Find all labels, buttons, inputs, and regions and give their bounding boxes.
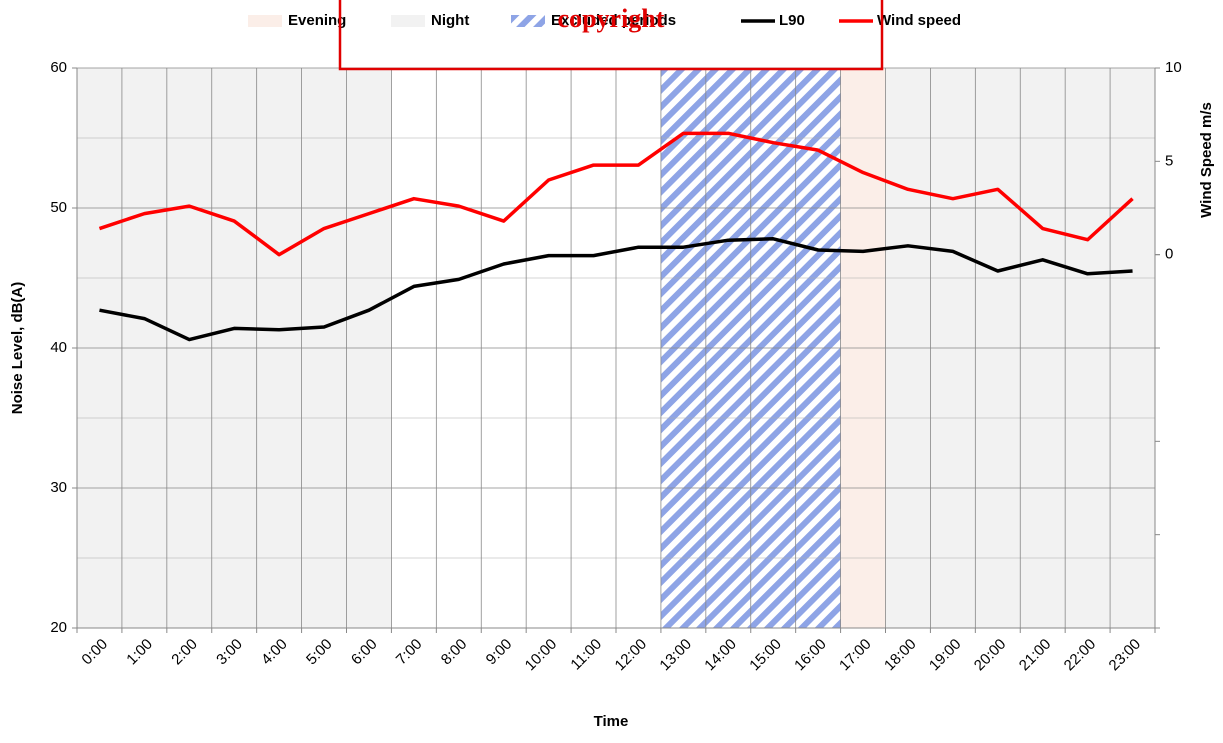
x-tick-label: 12:00 [612,636,651,675]
x-tick-label: 11:00 [567,636,605,674]
y-tick-label: 30 [50,479,67,496]
x-tick-label: 13:00 [656,636,695,675]
series-line [99,237,1133,342]
x-tick-label: 20:00 [971,636,1010,675]
legend-label: Excluded periods [551,12,676,29]
y-tick-label: 60 [50,59,67,76]
x-tick-label: 16:00 [791,636,830,675]
x-axis-label: Time [594,713,629,730]
legend-swatch [511,15,545,27]
x-tick-label: 17:00 [836,636,875,675]
legend-swatch [391,15,425,27]
x-tick-label: 19:00 [926,636,965,675]
y-tick-label: 20 [50,619,67,636]
legend-swatch [248,15,282,27]
x-tick-label: 8:00 [438,636,471,669]
legend-label: L90 [779,12,805,29]
x-tick-label: 9:00 [483,636,516,669]
y-tick-label: 50 [50,199,67,216]
x-tick-label: 3:00 [213,636,246,669]
x-tick-label: 7:00 [393,636,426,669]
series-line [98,131,1134,257]
x-tick-label: 4:00 [258,636,291,669]
x-tick-label: 10:00 [522,636,561,675]
x-tick-label: 22:00 [1061,636,1100,675]
x-tick-label: 23:00 [1106,636,1145,675]
x-tick-label: 0:00 [78,636,111,669]
y2-tick-label: 0 [1165,246,1173,263]
legend-label: Night [431,12,469,29]
x-tick-label: 6:00 [348,636,381,669]
watermark-box [338,0,884,71]
y2-axis-label: Wind Speed m/s [1198,102,1215,218]
x-tick-label: 1:00 [123,636,156,669]
x-tick-label: 15:00 [746,636,785,675]
x-tick-label: 18:00 [881,636,920,675]
watermark: copyright [558,4,665,33]
x-tick-label: 14:00 [701,636,740,675]
x-tick-label: 5:00 [303,636,336,669]
y2-tick-label: 5 [1165,152,1173,169]
x-tick-label: 21:00 [1016,636,1055,675]
y2-tick-label: 10 [1165,59,1182,76]
legend-label: Evening [288,12,346,29]
y-axis-label: Noise Level, dB(A) [9,282,26,415]
y-tick-label: 40 [50,339,67,356]
legend-label: Wind speed [877,12,961,29]
x-tick-label: 2:00 [168,636,201,669]
